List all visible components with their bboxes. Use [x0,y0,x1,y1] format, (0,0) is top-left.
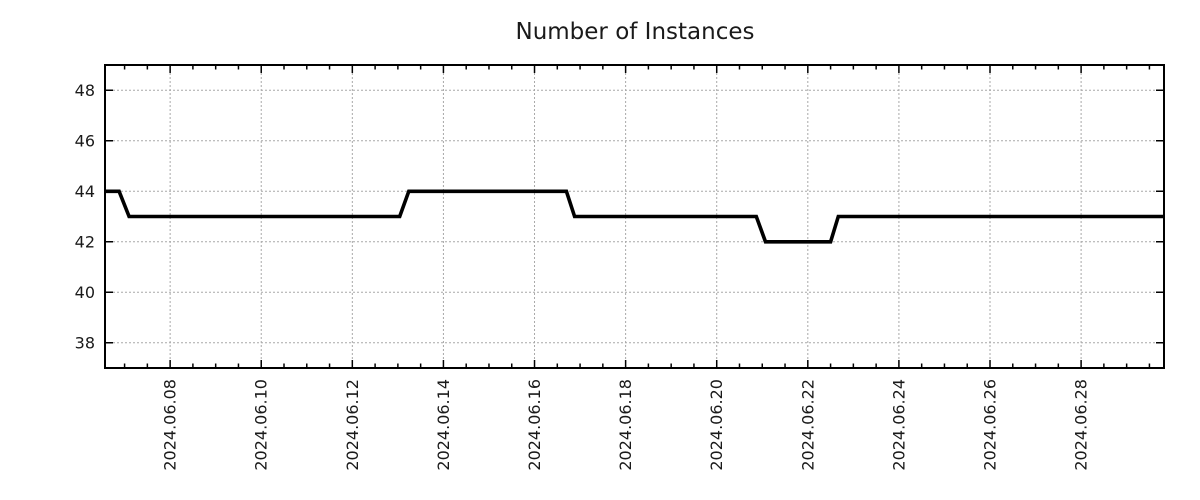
y-tick-label: 46 [75,131,95,150]
x-tick-label: 2024.06.16 [525,379,544,471]
grid-layer [105,65,1164,368]
chart-title: Number of Instances [516,19,755,45]
y-tick-label: 48 [75,81,95,100]
x-tick-label: 2024.06.28 [1072,379,1091,471]
x-tick-label: 2024.06.12 [343,379,362,471]
x-tick-label: 2024.06.18 [616,379,635,471]
x-tick-label: 2024.06.10 [252,379,271,471]
tick-label-layer: 2024.06.08 2024.06.10 2024.06.12 2024.06.14… [75,81,1091,471]
plot-border [104,64,1165,369]
x-tick-label: 2024.06.24 [889,379,908,471]
y-tick-label: 44 [75,182,95,201]
x-tick-label: 2024.06.26 [981,379,1000,471]
y-tick-label: 42 [75,232,95,251]
x-tick-label: 2024.06.08 [161,379,180,471]
axis-layer [104,64,1165,369]
y-tick-label: 40 [75,283,95,302]
x-tick-label: 2024.06.14 [434,379,453,471]
series-layer [105,189,1164,244]
x-tick-label: 2024.06.20 [707,379,726,471]
instances-line-series [105,189,1164,244]
y-tick-label: 38 [75,333,95,352]
x-tick-label: 2024.06.22 [798,379,817,471]
